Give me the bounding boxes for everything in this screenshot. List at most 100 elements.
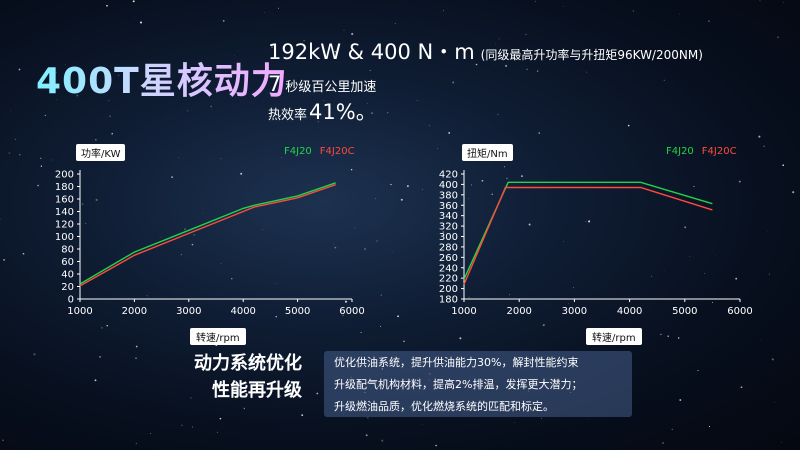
star [459,337,462,340]
power-chart-legend: F4J20 F4J20C [284,146,355,157]
y-tick-label: 400 [439,180,458,191]
x-tick-label: 4000 [617,306,642,317]
legend-f4j20: F4J20 [284,146,312,157]
star [380,294,382,296]
y-tick-label: 20 [61,282,74,293]
star [573,287,575,289]
star [216,431,219,433]
star [534,0,536,2]
star [81,203,84,205]
star [542,324,545,327]
star [428,125,431,127]
star [435,444,437,447]
star [444,254,446,256]
star [758,135,761,138]
optimization-title-line2: 性能再升级 [212,380,302,401]
optimization-line: 升级配气机构材料，提高2%排温，发挥更大潜力； [334,378,583,391]
star [403,340,405,343]
star [109,115,111,118]
y-tick-label: 160 [55,195,74,206]
y-tick-label: 140 [55,207,74,218]
x-tick-label: 1000 [451,306,476,317]
star [759,340,761,341]
star [693,185,695,187]
star [526,68,528,71]
star [334,246,337,249]
series-line-f4j20 [79,182,336,285]
star [376,240,378,242]
star [334,50,337,53]
star [95,139,97,141]
star [677,337,680,339]
star [106,4,108,7]
star [781,442,783,444]
star [366,103,368,104]
star [779,79,781,81]
star [475,63,478,66]
star [40,165,43,167]
star [390,183,392,186]
star [422,189,423,191]
star [40,157,42,159]
star [416,100,418,101]
star [262,229,263,230]
star [44,114,47,117]
power-torque-spec: 192kW & 400 N・m (同级最高升功率与升扭矩96KW/200NM) [268,36,703,66]
star [135,442,137,445]
star [538,132,541,135]
star [94,379,97,382]
star [536,70,539,72]
star [497,113,499,116]
star [468,198,469,199]
efficiency-spec: 热效率41%。 [268,96,377,126]
star [443,10,445,12]
star [106,325,108,327]
star [660,333,662,336]
star [369,69,371,72]
y-tick-label: 360 [439,201,458,212]
star [2,439,4,442]
star [219,417,222,420]
star [503,166,505,168]
power-torque-value: 192kW & 400 N・m [268,40,475,64]
torque-chart-xlabel: 转速/rpm [586,328,642,345]
star [684,226,687,229]
star [481,179,484,182]
star [740,386,743,389]
y-tick-label: 120 [55,220,74,231]
star [782,2,784,3]
star [563,241,564,242]
star [374,197,376,199]
star [281,157,282,158]
optimization-title-line1: 动力系统优化 [194,353,302,374]
star [231,278,233,280]
y-tick-label: 260 [439,253,458,264]
power-chart: 功率/KW F4J20 F4J20C 0 20 40 60 80 100 120 140 160 1… [0,144,380,345]
star [704,273,706,274]
series-line-f4j20c [463,186,713,285]
y-tick-label: 180 [439,295,458,306]
star [33,353,36,356]
star [735,277,738,280]
star [627,124,630,127]
star [118,74,120,76]
legend-f4j20: F4J20 [666,146,694,157]
efficiency-value: 41%。 [309,100,377,124]
star [387,112,389,114]
star [198,217,199,218]
star [782,164,785,167]
star [495,44,496,45]
star [371,112,373,114]
star [380,325,382,327]
star [448,131,451,134]
star [275,316,277,318]
star [171,176,173,178]
y-tick-label: 180 [55,182,74,193]
star [301,414,304,416]
star [18,68,21,71]
star [111,132,113,135]
y-tick-label: 380 [439,190,458,201]
y-tick-label: 220 [439,274,458,285]
power-chart-ylabel: 功率/KW [76,144,126,161]
